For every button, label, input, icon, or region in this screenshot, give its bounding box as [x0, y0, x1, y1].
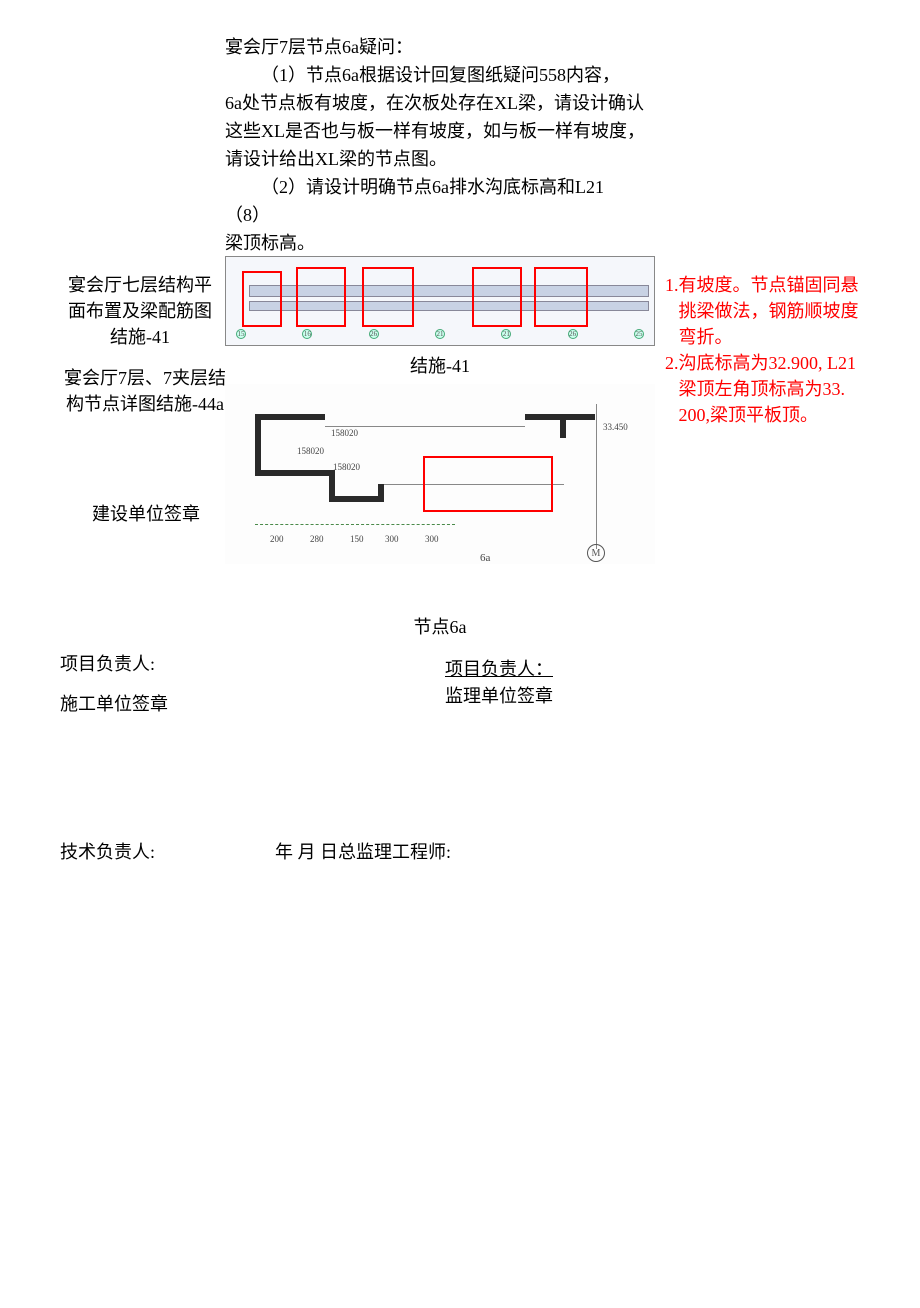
dim-text: 280	[310, 534, 324, 544]
diagram-1-axis-row: 15 16 26 21 21 26 25	[236, 329, 644, 343]
diagram-1-inner	[234, 265, 646, 325]
section-line	[378, 484, 384, 502]
section-thin-line	[325, 426, 525, 427]
question-p1a: （1）节点6a根据设计回复图纸疑问558内容，	[225, 61, 645, 89]
dim-text: 158020	[331, 428, 358, 438]
axis-dot: 15	[236, 329, 246, 339]
diagram-area: 15 16 26 21 21 26 25 结施-41 200 280 150 300 300 158…	[225, 256, 655, 564]
question-p1b: 6a处节点板有坡度，在次板处存在XL梁，请设计确认这些XL是否也与板一样有坡度，…	[225, 89, 645, 173]
project-lead-right-label: 项目负责人：	[445, 655, 553, 681]
structural-plan-diagram: 15 16 26 21 21 26 25	[225, 256, 655, 346]
diagram-2-caption: 节点6a	[225, 613, 655, 639]
question-p2b: （8）	[225, 201, 645, 229]
dim-text: 158020	[297, 446, 324, 456]
left-drawing-ref-2: 宴会厅7层、7夹层结构节点详图结施-44a	[60, 365, 230, 417]
node-section-diagram: 200 280 150 300 300 158020 158020 158020 33.…	[225, 384, 655, 564]
axis-dot: 26	[568, 329, 578, 339]
axis-dot: 21	[435, 329, 445, 339]
green-dash-line	[255, 524, 455, 525]
answer-notes: 1. 有坡度。节点锚固同悬挑梁做法，钢筋顺坡度弯折。 2. 沟底标高为32.90…	[665, 272, 870, 428]
supervisor-unit-label: 监理单位签章	[445, 682, 553, 708]
plan-red-highlight	[472, 267, 522, 327]
question-title: 宴会厅7层节点6a疑问：	[225, 33, 645, 61]
axis-dot: 16	[302, 329, 312, 339]
date-chief-engineer-label: 年 月 日总监理工程师:	[275, 838, 451, 864]
question-p2c: 梁顶标高。	[225, 229, 645, 257]
axis-marker-m: M	[587, 544, 605, 562]
question-block: 宴会厅7层节点6a疑问： （1）节点6a根据设计回复图纸疑问558内容， 6a处…	[225, 33, 645, 257]
plan-red-highlight	[296, 267, 346, 327]
contractor-unit-label: 施工单位签章	[60, 690, 168, 716]
left-drawing-ref-1: 宴会厅七层结构平面布置及梁配筋图结施-41	[60, 272, 220, 350]
plan-red-highlight	[242, 271, 282, 327]
dim-text-right: 33.450	[603, 422, 628, 432]
plan-red-highlight	[362, 267, 414, 327]
axis-dot: 21	[501, 329, 511, 339]
diagram-2-red-highlight	[423, 456, 553, 512]
axis-dot: 25	[634, 329, 644, 339]
dim-text: 300	[425, 534, 439, 544]
section-line	[255, 414, 261, 474]
dim-text: 150	[350, 534, 364, 544]
diagram-1-label: 结施-41	[225, 352, 655, 378]
answer-item-1: 1. 有坡度。节点锚固同悬挑梁做法，钢筋顺坡度弯折。	[665, 272, 870, 350]
answer-num-1: 1.	[665, 272, 679, 350]
section-line	[560, 414, 566, 438]
diagram-2-bottom-label: 6a	[480, 552, 490, 564]
axis-line	[596, 404, 597, 549]
tech-lead-label: 技术负责人:	[60, 838, 155, 864]
section-line	[329, 496, 384, 502]
answer-text-1: 有坡度。节点锚固同悬挑梁做法，钢筋顺坡度弯折。	[679, 272, 871, 350]
answer-item-2: 2. 沟底标高为32.900, L21 梁顶左角顶标高为33. 200,梁顶平板…	[665, 350, 870, 428]
section-line	[255, 470, 335, 476]
document-page: 宴会厅7层节点6a疑问： （1）节点6a根据设计回复图纸疑问558内容， 6a处…	[0, 0, 920, 1308]
answer-num-2: 2.	[665, 350, 679, 428]
plan-red-highlight	[534, 267, 588, 327]
construction-unit-label: 建设单位签章	[92, 500, 200, 526]
project-lead-left-label: 项目负责人:	[60, 650, 155, 676]
section-line	[255, 414, 325, 420]
dim-text: 158020	[333, 462, 360, 472]
answer-text-2: 沟底标高为32.900, L21 梁顶左角顶标高为33. 200,梁顶平板顶。	[679, 350, 871, 428]
axis-dot: 26	[369, 329, 379, 339]
dim-text: 200	[270, 534, 284, 544]
question-p2a: （2）请设计明确节点6a排水沟底标高和L21	[225, 173, 645, 201]
dim-text: 300	[385, 534, 399, 544]
